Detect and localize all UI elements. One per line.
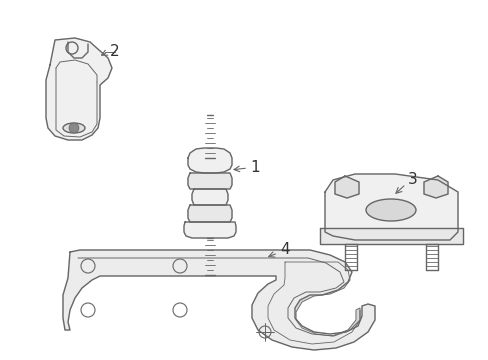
Text: 4: 4 [280,243,289,257]
Polygon shape [187,205,231,222]
Polygon shape [334,176,358,198]
Text: 2: 2 [110,45,120,59]
Circle shape [69,123,79,133]
Polygon shape [63,250,374,350]
Polygon shape [319,228,462,244]
Text: 3: 3 [407,172,417,188]
Polygon shape [183,222,236,238]
Polygon shape [187,148,231,173]
Polygon shape [325,174,457,240]
Polygon shape [46,38,112,140]
Polygon shape [192,189,227,205]
Polygon shape [423,176,447,198]
Ellipse shape [63,123,85,133]
Polygon shape [267,262,359,344]
Ellipse shape [365,199,415,221]
Polygon shape [187,173,231,189]
Text: 1: 1 [250,161,259,175]
